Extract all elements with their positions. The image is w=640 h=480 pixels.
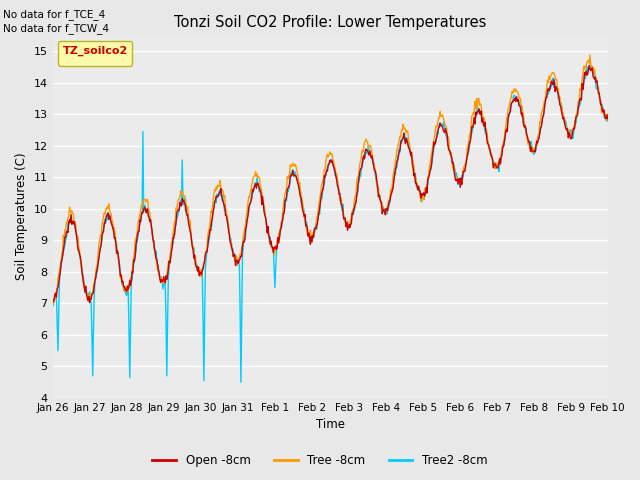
Title: Tonzi Soil CO2 Profile: Lower Temperatures: Tonzi Soil CO2 Profile: Lower Temperatur… — [174, 15, 486, 30]
Legend:  — [58, 41, 132, 66]
Text: No data for f_TCW_4: No data for f_TCW_4 — [3, 23, 109, 34]
Y-axis label: Soil Temperatures (C): Soil Temperatures (C) — [15, 153, 28, 280]
Legend: Open -8cm, Tree -8cm, Tree2 -8cm: Open -8cm, Tree -8cm, Tree2 -8cm — [148, 449, 492, 472]
X-axis label: Time: Time — [316, 419, 344, 432]
Text: No data for f_TCE_4: No data for f_TCE_4 — [3, 9, 106, 20]
